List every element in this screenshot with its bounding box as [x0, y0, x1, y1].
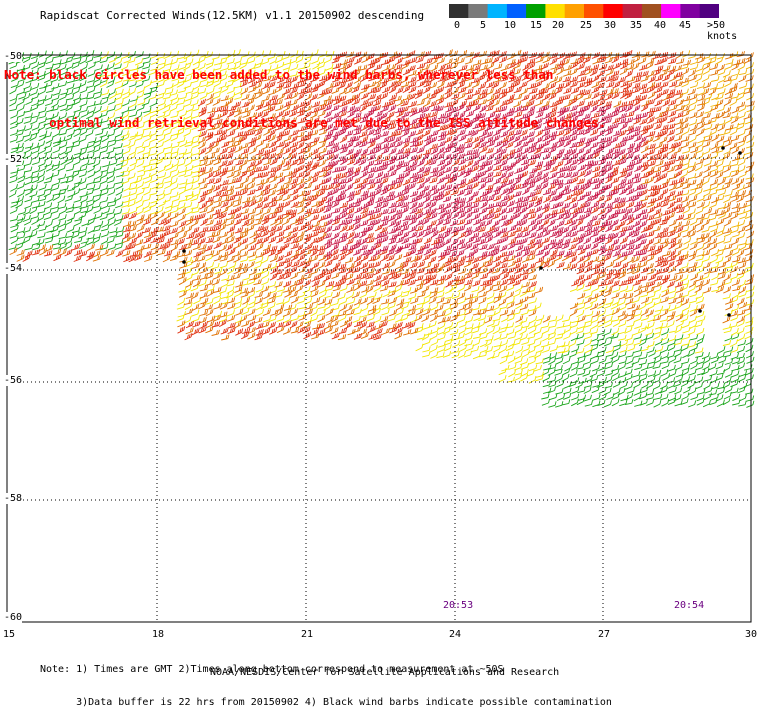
colorbar-label: 10	[504, 20, 517, 31]
colorbar-swatch	[603, 4, 624, 18]
lon-label-15: 15	[3, 629, 16, 640]
footnote-line-1: Note: 1) Times are GMT 2)Times along bot…	[40, 664, 504, 675]
colorbar-label: >50 knots	[707, 20, 738, 42]
colorbar-swatches	[449, 4, 720, 18]
footnote-line-2: 3)Data buffer is 22 hrs from 20150902 4)…	[40, 697, 612, 708]
contamination-note: Note: black circles have been added to t…	[4, 35, 606, 147]
note-line-1: Note: black circles have been added to t…	[4, 67, 554, 82]
contamination-marker	[721, 146, 725, 150]
colorbar-label: 45	[679, 20, 692, 31]
colorbar-swatch	[564, 4, 585, 18]
colorbar-label: 35	[630, 20, 643, 31]
wind-barbs-red	[22, 49, 685, 341]
contamination-marker	[738, 151, 742, 155]
colorbar-swatch	[622, 4, 643, 18]
colorbar-label: 5	[480, 20, 487, 31]
lon-label-21: 21	[301, 629, 314, 640]
wind-speed-colorbar: 0 5 10 15 20 25 30 35 40 45 >50 knots	[449, 4, 737, 42]
wind-barb-map	[6, 49, 755, 623]
time-label-2053: 20:53	[443, 600, 474, 611]
wind-barbs-yellow	[99, 49, 755, 384]
colorbar-label: 20	[552, 20, 565, 31]
colorbar-swatch	[449, 4, 469, 18]
colorbar-label: 0	[454, 20, 461, 31]
time-label-2054: 20:54	[674, 600, 705, 611]
colorbar-swatch	[680, 4, 701, 18]
contamination-marker	[698, 309, 702, 313]
contamination-marker	[539, 266, 543, 270]
lon-label-24: 24	[449, 629, 462, 640]
lon-label-27: 27	[598, 629, 611, 640]
lat-label-60: -60	[4, 612, 23, 623]
colorbar-swatch	[468, 4, 489, 18]
colorbar-label: 30	[604, 20, 617, 31]
colorbar-swatch	[584, 4, 604, 18]
colorbar-swatch	[506, 4, 527, 18]
wind-barb-layer	[8, 49, 755, 408]
colorbar-swatch	[545, 4, 566, 18]
colorbar-label: 25	[580, 20, 593, 31]
colorbar-label: 40	[654, 20, 667, 31]
colorbar-label: 15	[530, 20, 543, 31]
lon-label-18: 18	[152, 629, 165, 640]
contamination-marker	[182, 260, 186, 264]
wind-barbs-gold	[680, 50, 755, 258]
lat-label-56: -56	[4, 375, 23, 386]
contamination-marker	[182, 249, 186, 253]
colorbar-swatch	[699, 4, 720, 18]
wind-barbs-orange	[9, 49, 755, 341]
map-frame	[6, 54, 752, 623]
lat-label-52: -52	[4, 154, 23, 165]
colorbar-swatch	[641, 4, 662, 18]
lat-lon-grid	[7, 55, 751, 622]
lat-label-50: -50	[4, 51, 23, 62]
colorbar-swatch	[487, 4, 508, 18]
colorbar-swatch	[526, 4, 546, 18]
credit-line: NOAA/NESDIS/Center for Satellite Applica…	[210, 667, 560, 678]
colorbar-swatch	[661, 4, 681, 18]
chart-title: Rapidscat Corrected Winds(12.5KM) v1.1 2…	[40, 9, 425, 22]
note-line-2: optimal wind retrieval conditions are me…	[4, 115, 607, 130]
footnotes: Note: 1) Times are GMT 2)Times along bot…	[40, 642, 612, 719]
lon-label-30: 30	[745, 629, 758, 640]
lat-label-58: -58	[4, 493, 23, 504]
lat-label-54: -54	[4, 263, 23, 274]
contamination-marker	[727, 313, 731, 317]
